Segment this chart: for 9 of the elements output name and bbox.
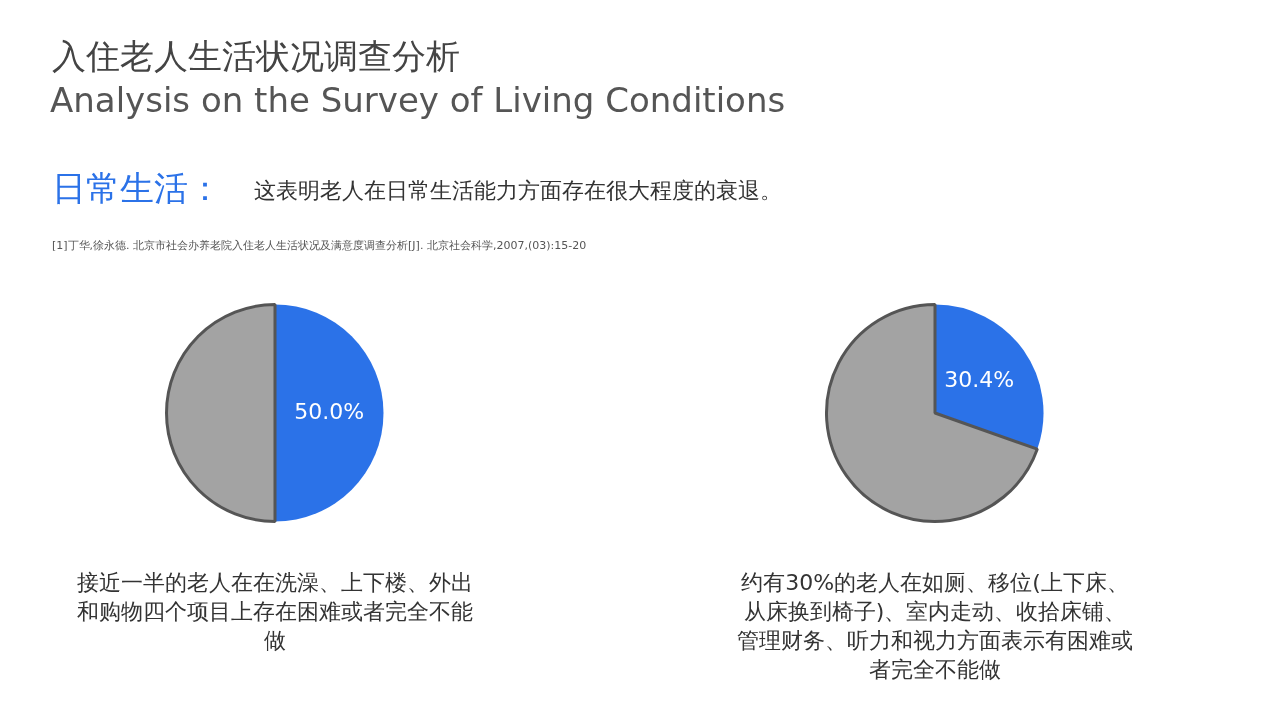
- text: 约有30%的老人在如厕、移位(上下床、从床换到椅子)、室内走动、收拾床铺、管理财务、听力和视力方面表示有困难或者完全不能做: [736, 569, 1134, 684]
- data-label: 50.0%: [294, 398, 365, 424]
- chart-title: 入住老人生活状况调查分析: [52, 35, 460, 78]
- data-label: 30.4%: [944, 367, 1015, 393]
- text: 日常生活：: [52, 167, 222, 210]
- text: [1]丁华,徐永德. 北京市社会办养老院入住老人生活状况及满意度调查分析[J]. 北京社会科学,2007,(03):15-20: [52, 238, 587, 253]
- text: 这表明老人在日常生活能力方面存在很大程度的衰退。: [254, 177, 782, 205]
- text: 接近一半的老人在在洗澡、上下楼、外出和购物四个项目上存在困难或者完全不能做: [76, 569, 474, 655]
- chart-subtitle: Analysis on the Survey of Living Conditions: [50, 80, 786, 120]
